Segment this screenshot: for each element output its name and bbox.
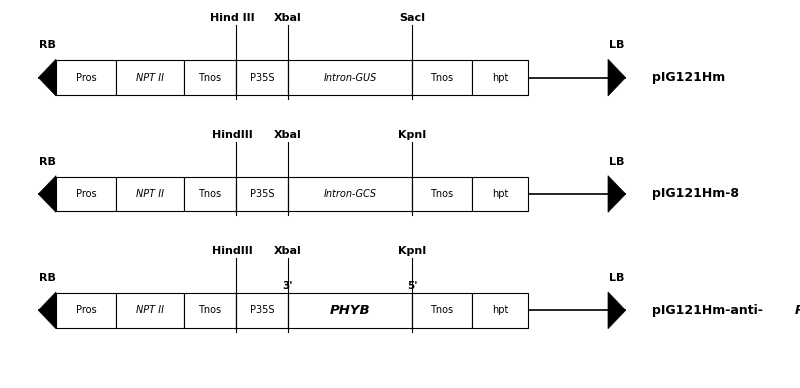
Polygon shape <box>608 292 626 329</box>
Text: NPT II: NPT II <box>136 189 164 199</box>
Bar <box>56 177 116 211</box>
Bar <box>56 293 116 328</box>
Bar <box>236 60 288 95</box>
Polygon shape <box>38 292 56 329</box>
Text: Xbal: Xbal <box>274 246 302 256</box>
Bar <box>288 60 412 95</box>
Bar <box>184 60 236 95</box>
Text: LB: LB <box>609 40 625 50</box>
Bar <box>288 293 412 328</box>
Text: pIG121Hm-8: pIG121Hm-8 <box>652 187 739 201</box>
Text: PHYB: PHYB <box>795 304 800 317</box>
Text: NPT II: NPT II <box>136 73 164 83</box>
Text: LB: LB <box>609 157 625 167</box>
Text: P35S: P35S <box>250 189 274 199</box>
Text: Intron-GUS: Intron-GUS <box>323 73 377 83</box>
Bar <box>412 293 472 328</box>
Bar <box>116 60 184 95</box>
Text: KpnI: KpnI <box>398 130 426 140</box>
Bar <box>412 60 472 95</box>
Text: Pros: Pros <box>76 305 96 315</box>
Text: Tnos: Tnos <box>198 189 222 199</box>
Text: pIG121Hm-anti-: pIG121Hm-anti- <box>652 304 763 317</box>
Text: NPT II: NPT II <box>136 305 164 315</box>
Bar <box>56 60 116 95</box>
Text: Tnos: Tnos <box>430 189 454 199</box>
Text: PHYB: PHYB <box>330 304 370 317</box>
Polygon shape <box>38 59 56 96</box>
Bar <box>472 293 528 328</box>
Bar <box>412 177 472 211</box>
Text: P35S: P35S <box>250 305 274 315</box>
Text: 3': 3' <box>282 281 294 291</box>
Text: Tnos: Tnos <box>430 305 454 315</box>
Bar <box>472 177 528 211</box>
Bar <box>288 177 412 211</box>
Bar <box>116 293 184 328</box>
Text: hpt: hpt <box>492 305 508 315</box>
Text: Intron-GCS: Intron-GCS <box>323 189 377 199</box>
Text: Hind III: Hind III <box>210 13 254 23</box>
Text: RB: RB <box>38 157 56 167</box>
Bar <box>116 177 184 211</box>
Text: Xbal: Xbal <box>274 13 302 23</box>
Polygon shape <box>608 176 626 212</box>
Text: SacI: SacI <box>399 13 425 23</box>
Bar <box>472 60 528 95</box>
Text: Pros: Pros <box>76 73 96 83</box>
Text: HindIII: HindIII <box>212 246 252 256</box>
Text: RB: RB <box>38 273 56 283</box>
Polygon shape <box>608 59 626 96</box>
Text: hpt: hpt <box>492 73 508 83</box>
Polygon shape <box>38 176 56 212</box>
Text: KpnI: KpnI <box>398 246 426 256</box>
Text: LB: LB <box>609 273 625 283</box>
Text: P35S: P35S <box>250 73 274 83</box>
Text: Pros: Pros <box>76 189 96 199</box>
Text: pIG121Hm: pIG121Hm <box>652 71 726 84</box>
Text: Tnos: Tnos <box>198 305 222 315</box>
Text: Tnos: Tnos <box>198 73 222 83</box>
Text: Tnos: Tnos <box>430 73 454 83</box>
Text: HindIII: HindIII <box>212 130 252 140</box>
Bar <box>184 293 236 328</box>
Bar <box>236 293 288 328</box>
Text: hpt: hpt <box>492 189 508 199</box>
Text: 5': 5' <box>406 281 418 291</box>
Text: RB: RB <box>38 40 56 50</box>
Bar <box>236 177 288 211</box>
Bar <box>184 177 236 211</box>
Text: Xbal: Xbal <box>274 130 302 140</box>
